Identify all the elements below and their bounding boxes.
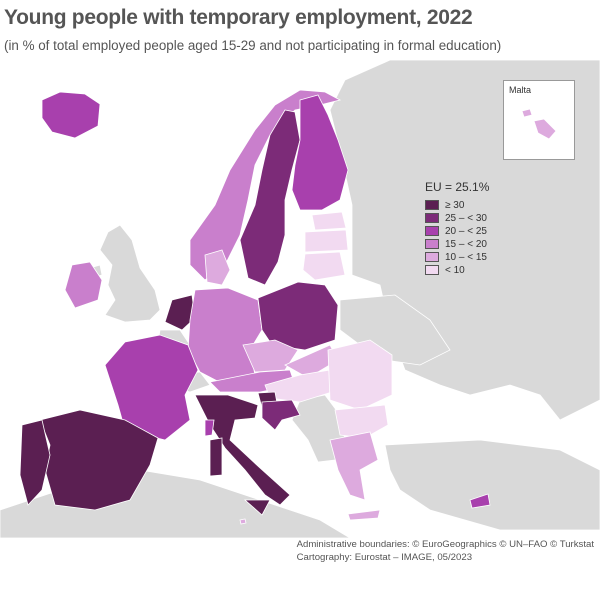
region-crete <box>347 509 381 521</box>
region-corsica <box>204 419 215 437</box>
legend-row: < 10 <box>425 264 489 276</box>
legend-row: 20 – < 25 <box>425 225 489 237</box>
legend-row: 25 – < 30 <box>425 212 489 224</box>
region-malta-inset <box>533 118 557 140</box>
region-denmark <box>204 249 231 286</box>
malta-inset-label: Malta <box>509 85 532 95</box>
footer-cartography-credit: Cartography: Eurostat – IMAGE, 05/2023 <box>296 552 473 563</box>
legend-swatch <box>425 265 439 275</box>
malta-inset-map <box>521 108 557 140</box>
region-estonia <box>311 211 347 231</box>
region-uk <box>99 224 161 323</box>
region-ireland <box>64 261 103 309</box>
region-romania <box>327 339 393 411</box>
region-lithuania <box>302 251 346 281</box>
legend-row: 10 – < 15 <box>425 251 489 263</box>
region-poland <box>257 281 339 351</box>
region-czechia <box>242 339 299 373</box>
region-gozo-inset <box>521 108 533 118</box>
legend-label: < 10 <box>445 264 465 276</box>
region-france <box>104 334 199 441</box>
region-finland <box>291 94 349 211</box>
region-italy <box>194 394 291 506</box>
legend-swatch <box>425 200 439 210</box>
legend-swatch <box>425 239 439 249</box>
region-latvia <box>304 229 349 253</box>
footer-boundaries-credit: Administrative boundaries: © EuroGeograp… <box>296 539 594 550</box>
legend-label: 10 – < 15 <box>445 251 487 263</box>
region-turkey <box>384 439 600 531</box>
map-legend: EU = 25.1% ≥ 30 25 – < 30 20 – < 25 15 – < … <box>425 180 489 277</box>
region-germany <box>187 287 263 386</box>
malta-inset: Malta <box>503 80 575 160</box>
page-subtitle: (in % of total employed people aged 15-2… <box>4 38 502 53</box>
region-sardinia <box>209 437 223 477</box>
region-cyprus <box>469 493 491 509</box>
region-bulgaria <box>334 404 389 439</box>
legend-swatch <box>425 226 439 236</box>
legend-row: ≥ 30 <box>425 199 489 211</box>
region-iceland <box>41 91 101 139</box>
region-greece <box>329 431 379 501</box>
legend-label: 25 – < 30 <box>445 212 487 224</box>
legend-swatch <box>425 213 439 223</box>
legend-label: 20 – < 25 <box>445 225 487 237</box>
legend-swatch <box>425 252 439 262</box>
map-footer: Administrative boundaries: © EuroGeograp… <box>297 538 594 564</box>
region-sweden <box>239 109 301 286</box>
region-netherlands <box>164 294 196 331</box>
legend-label: ≥ 30 <box>445 199 465 211</box>
region-portugal <box>19 419 51 506</box>
page-title: Young people with temporary employment, … <box>4 6 473 29</box>
legend-label: 15 – < 20 <box>445 238 487 250</box>
region-sicily <box>243 499 271 516</box>
legend-row: 15 – < 20 <box>425 238 489 250</box>
legend-title: EU = 25.1% <box>425 180 490 194</box>
region-malta-main <box>239 518 247 525</box>
region-croatia <box>261 399 301 431</box>
